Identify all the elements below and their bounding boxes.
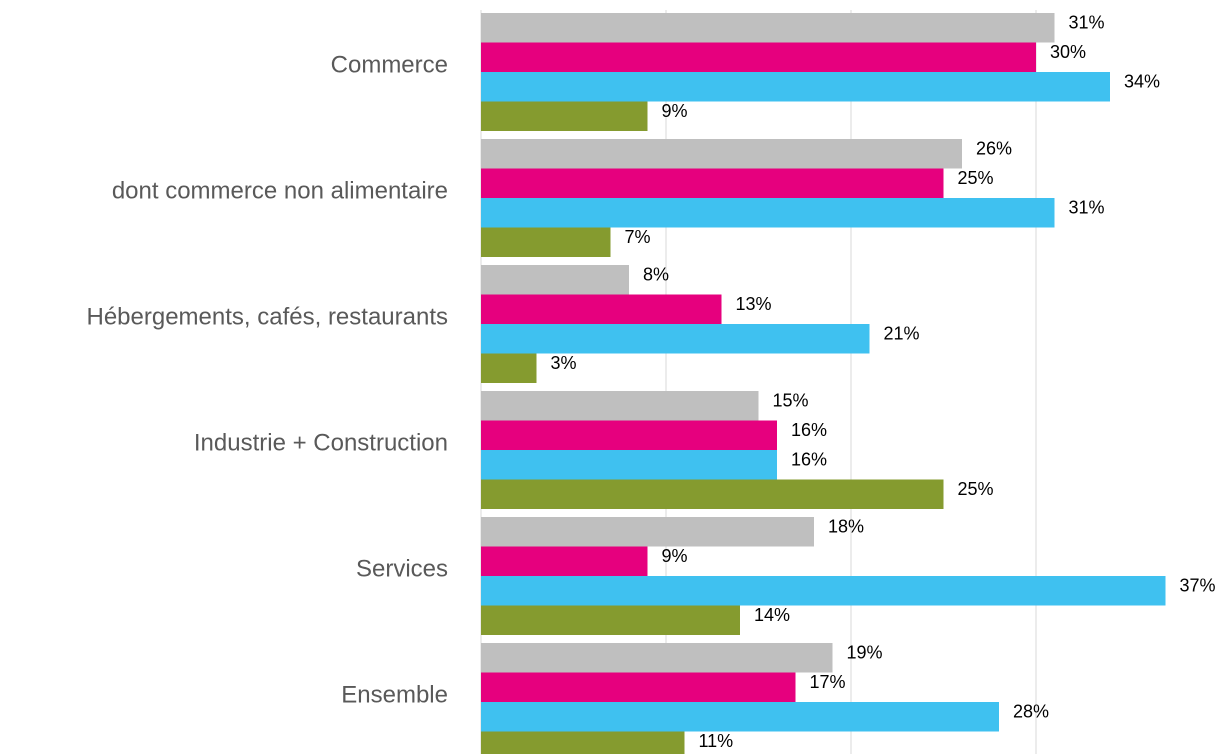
- bar: [481, 265, 629, 295]
- bar: [481, 450, 777, 480]
- value-label: 15%: [773, 391, 809, 411]
- category-label: Services: [356, 555, 448, 582]
- category-label: Hébergements, cafés, restaurants: [86, 303, 448, 330]
- bar: [481, 672, 796, 702]
- category-label: Commerce: [331, 51, 448, 78]
- value-label: 25%: [958, 168, 994, 188]
- value-label: 16%: [791, 420, 827, 440]
- value-label: 9%: [662, 546, 688, 566]
- bar: [481, 42, 1036, 72]
- value-label: 13%: [736, 294, 772, 314]
- bar: [481, 324, 870, 354]
- bar: [481, 420, 777, 450]
- value-label: 30%: [1050, 42, 1086, 62]
- category-label: Industrie + Construction: [194, 429, 448, 456]
- bar: [481, 353, 537, 383]
- value-label: 18%: [828, 517, 864, 537]
- value-label: 19%: [847, 643, 883, 663]
- bar: [481, 605, 740, 635]
- bar: [481, 517, 814, 547]
- value-label: 34%: [1124, 72, 1160, 92]
- value-label: 28%: [1013, 702, 1049, 722]
- value-label: 31%: [1069, 198, 1105, 218]
- value-label: 26%: [976, 139, 1012, 159]
- bar: [481, 13, 1055, 43]
- value-label: 8%: [643, 265, 669, 285]
- value-label: 14%: [754, 605, 790, 625]
- bar: [481, 227, 611, 257]
- bar: [481, 391, 759, 421]
- bar: [481, 168, 944, 198]
- bar: [481, 294, 722, 324]
- bar: [481, 576, 1166, 606]
- value-label: 16%: [791, 450, 827, 470]
- value-label: 31%: [1069, 13, 1105, 33]
- bar: [481, 101, 648, 131]
- bar: [481, 702, 999, 732]
- bar: [481, 198, 1055, 228]
- value-label: 7%: [625, 227, 651, 247]
- bar: [481, 643, 833, 673]
- value-label: 21%: [884, 324, 920, 344]
- bar: [481, 731, 685, 754]
- value-label: 17%: [810, 672, 846, 692]
- bar: [481, 479, 944, 509]
- bar: [481, 72, 1110, 102]
- category-label: Ensemble: [341, 681, 448, 708]
- bar: [481, 546, 648, 576]
- value-label: 3%: [551, 353, 577, 373]
- value-label: 11%: [699, 731, 734, 751]
- bar: [481, 139, 962, 169]
- value-label: 9%: [662, 101, 688, 121]
- value-label: 25%: [958, 479, 994, 499]
- category-label: dont commerce non alimentaire: [112, 177, 448, 204]
- value-label: 37%: [1180, 576, 1216, 596]
